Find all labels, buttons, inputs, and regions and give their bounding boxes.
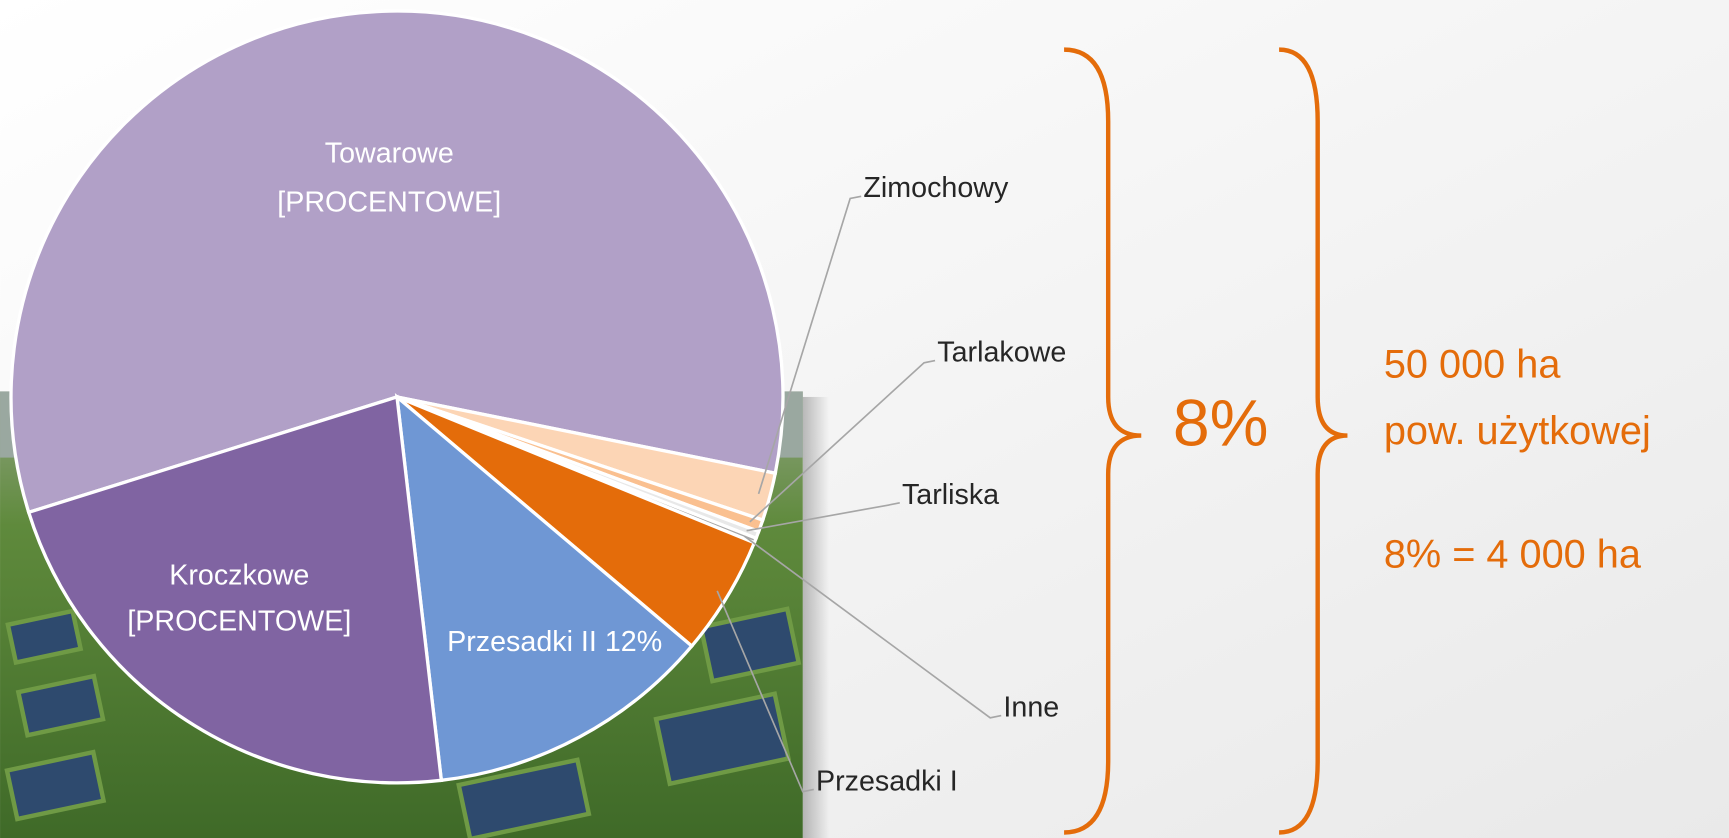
- bracket-total: 8%: [1173, 386, 1269, 460]
- slice-label: Przesadki II 12%: [447, 625, 662, 657]
- category-label: Przesadki II: [447, 625, 597, 657]
- category-label: Zimochowy: [863, 172, 1009, 204]
- page: Towarowe [PROCENTOWE] Zimochowy Tarlakowe Ta…: [0, 0, 1729, 838]
- value-label: [PROCENTOWE]: [127, 606, 351, 638]
- area-text: 50 000 ha: [1384, 343, 1561, 387]
- slide: Towarowe [PROCENTOWE] Zimochowy Tarlakowe Ta…: [0, 0, 1729, 838]
- slice-label: Towarowe: [325, 137, 454, 169]
- category-label: Przesadki I: [816, 765, 958, 797]
- area-text: pow. użytkowej: [1384, 409, 1651, 453]
- category-label: Kroczkowe: [169, 559, 309, 591]
- value-label: 12%: [605, 625, 662, 657]
- slice-label: Kroczkowe: [169, 559, 309, 591]
- area-share: 8% = 4 000 ha: [1384, 532, 1642, 576]
- pie: [11, 11, 783, 783]
- category-label: Tarliska: [902, 479, 999, 511]
- value-label: [PROCENTOWE]: [277, 187, 501, 219]
- category-label: Towarowe: [325, 137, 454, 169]
- category-label: Tarlakowe: [937, 337, 1066, 369]
- category-label: Inne: [1003, 692, 1059, 724]
